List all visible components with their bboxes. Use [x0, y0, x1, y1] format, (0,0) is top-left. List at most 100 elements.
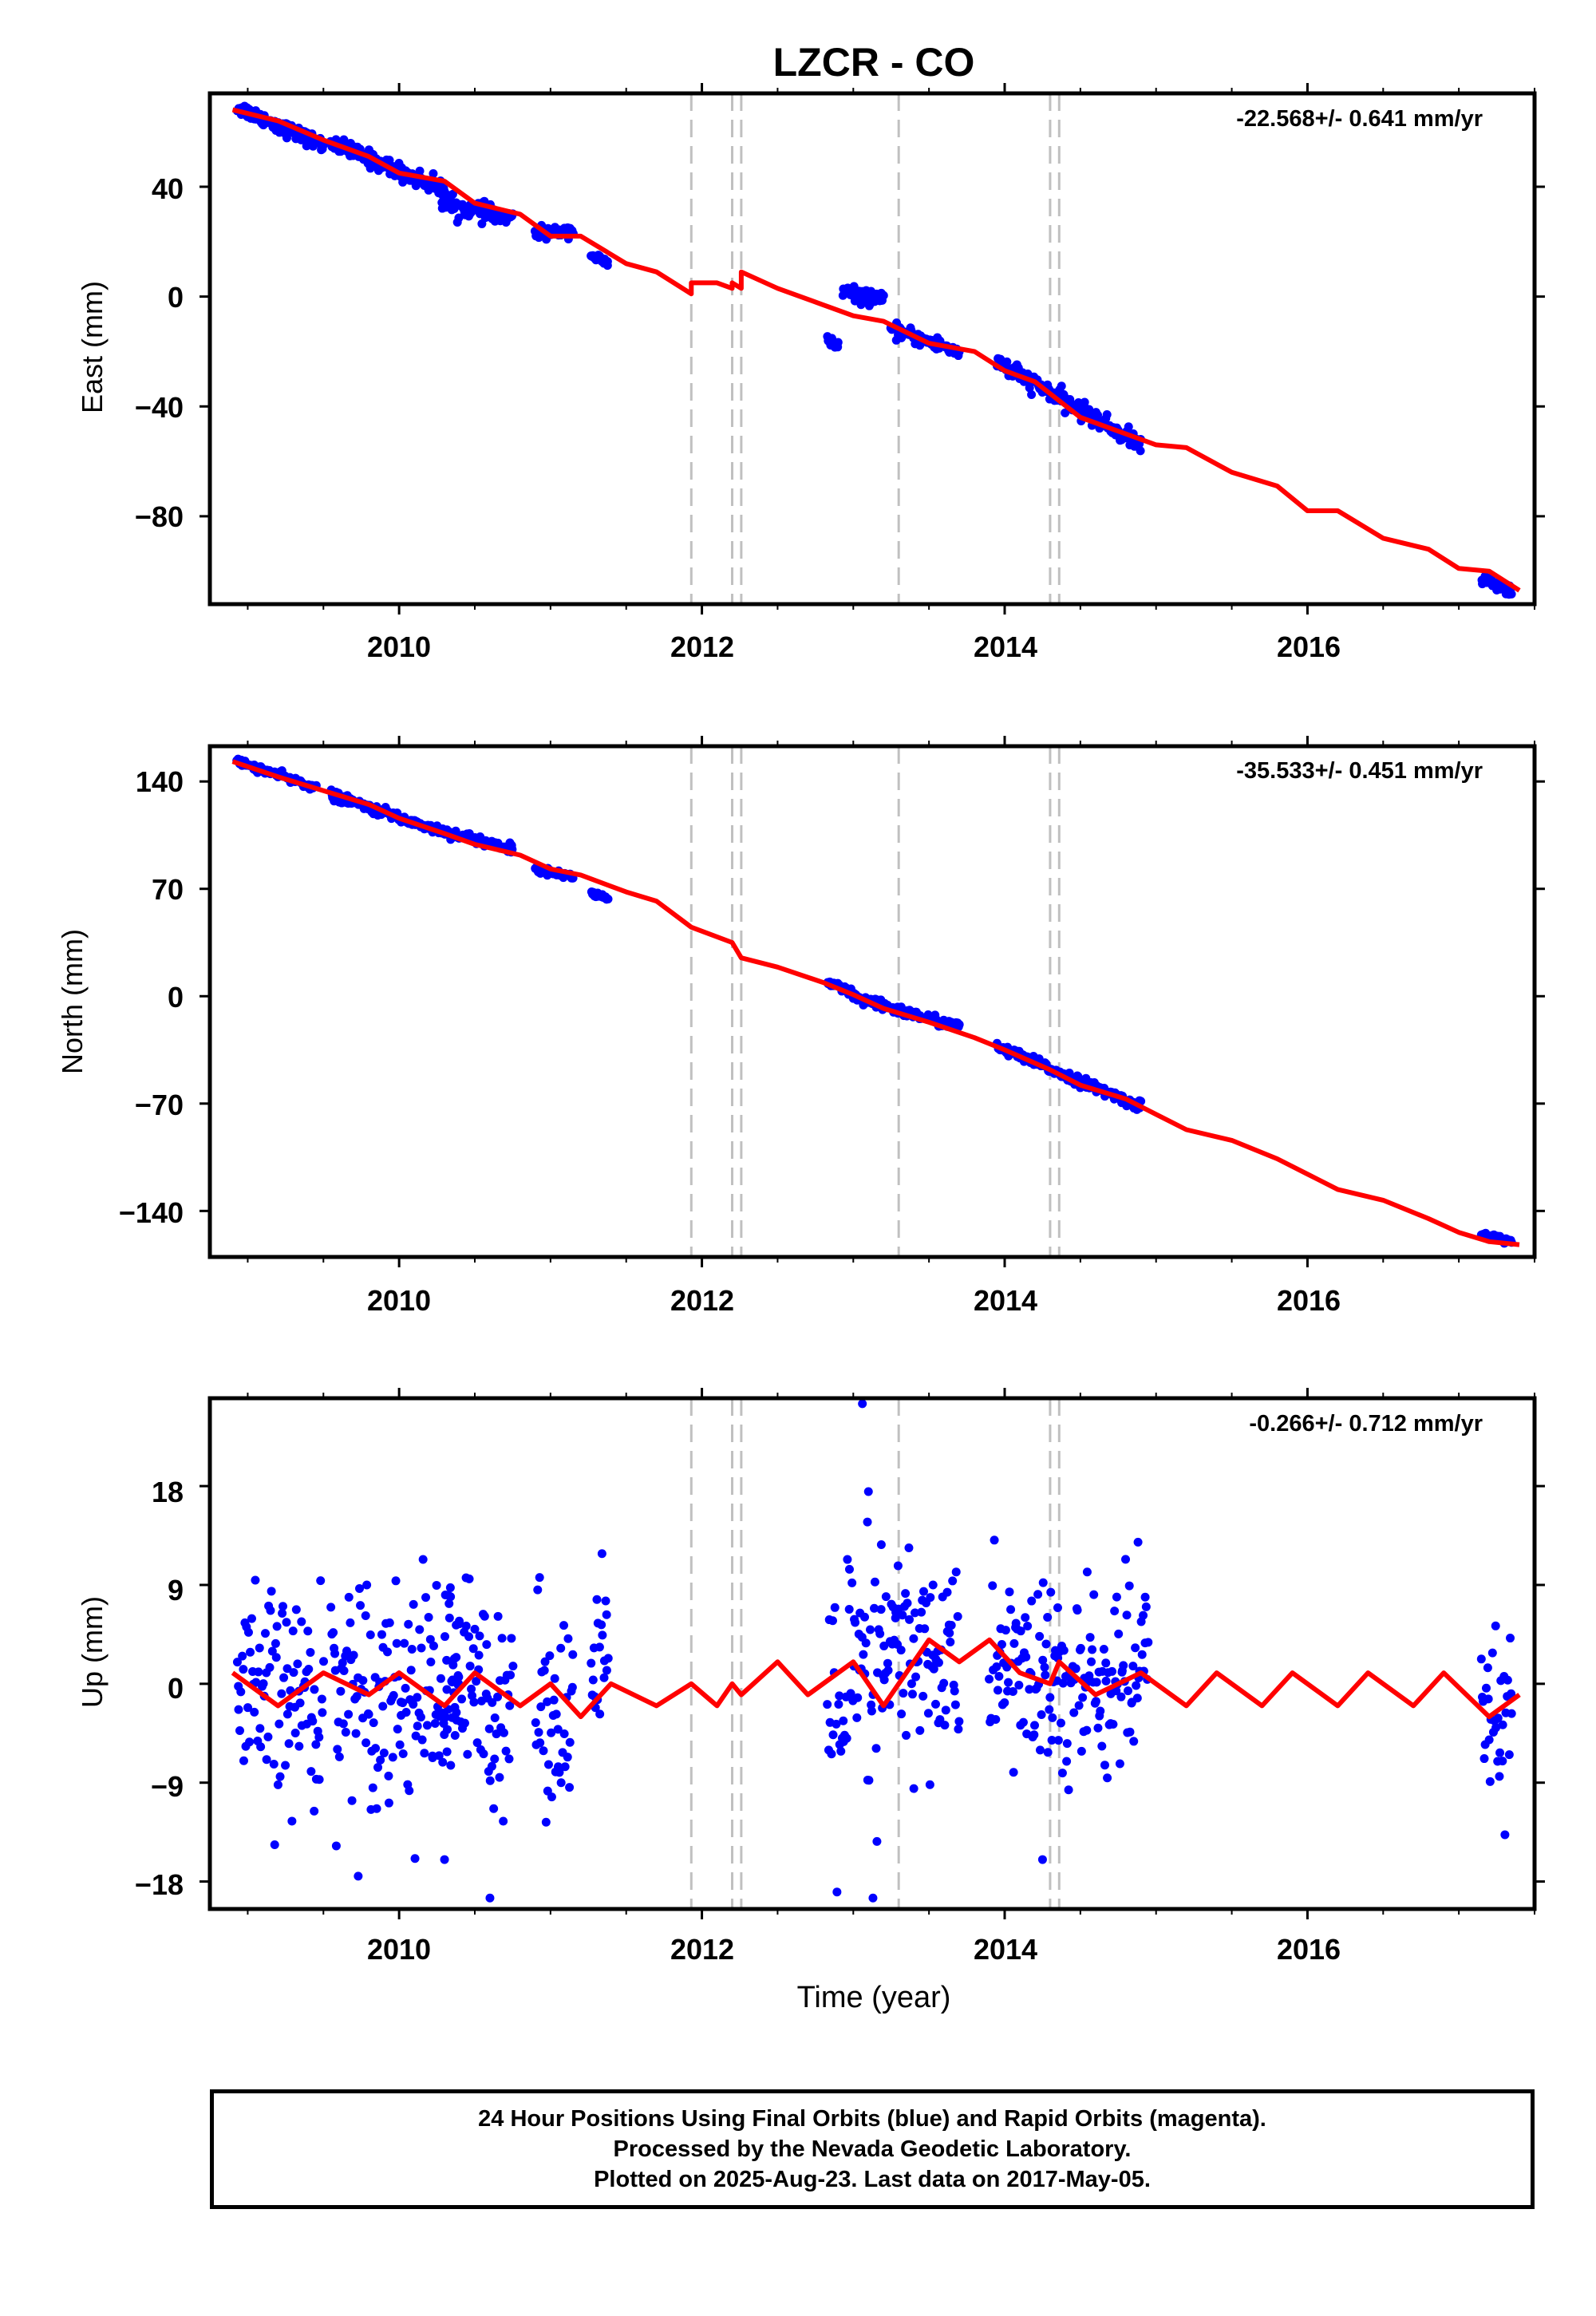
data-point	[595, 1642, 604, 1652]
data-point	[446, 1761, 456, 1770]
data-point	[1125, 1727, 1135, 1737]
data-point	[588, 1675, 598, 1685]
data-point	[266, 1606, 275, 1615]
data-point	[1029, 1730, 1039, 1740]
data-point	[930, 1699, 940, 1709]
data-point	[1085, 1633, 1095, 1642]
data-point	[893, 1561, 903, 1571]
data-point	[997, 1640, 1006, 1650]
data-point	[990, 1535, 999, 1545]
ytick-label: −140	[119, 1196, 184, 1229]
data-point	[1025, 1685, 1034, 1694]
tick-labels-x-north: 2010 2012 2014 2016	[367, 1284, 1341, 1317]
data-point	[1045, 1705, 1054, 1714]
data-point	[311, 1740, 321, 1749]
data-point	[454, 1672, 464, 1682]
data-point	[828, 1730, 838, 1740]
data-point	[245, 1737, 255, 1747]
data-point	[1487, 1648, 1497, 1658]
data-point	[1057, 1769, 1067, 1778]
data-point	[901, 1589, 911, 1599]
data-point	[1057, 381, 1066, 391]
data-point	[442, 1747, 452, 1757]
data-point	[1124, 1581, 1134, 1591]
data-point	[436, 1674, 445, 1683]
data-point	[506, 1670, 516, 1680]
tick-labels-y-up: 18 9 0 −9 −18	[135, 1476, 184, 1901]
data-point	[549, 1695, 559, 1705]
data-point	[1027, 1596, 1037, 1606]
data-point	[1103, 1773, 1112, 1783]
data-point	[950, 1686, 959, 1696]
data-point	[863, 1487, 873, 1496]
panel-east: East (mm) -22.568+/- 0.641 mm/yr 2010 20…	[76, 106, 1483, 663]
data-point	[1481, 1683, 1491, 1693]
rate-label-north: -35.533+/- 0.451 mm/yr	[1236, 758, 1483, 784]
data-point	[602, 1610, 611, 1619]
data-point	[440, 1713, 450, 1722]
data-point	[1504, 1750, 1514, 1760]
data-point	[539, 1746, 548, 1756]
data-point	[926, 1593, 935, 1603]
data-point	[1114, 1629, 1124, 1638]
data-point	[835, 1691, 844, 1701]
data-point	[1132, 1694, 1142, 1703]
data-point	[279, 1673, 289, 1682]
data-point	[547, 1728, 556, 1737]
data-point	[988, 1581, 998, 1591]
data-point	[1040, 1662, 1049, 1672]
data-point	[1069, 1708, 1079, 1717]
data-point	[383, 1647, 393, 1657]
data-point	[543, 1760, 553, 1769]
xtick-label: 2010	[367, 630, 431, 663]
data-point	[256, 1742, 266, 1752]
data-point	[858, 1399, 867, 1409]
data-point	[495, 1773, 504, 1782]
data-point	[543, 1697, 552, 1706]
data-point	[1084, 1671, 1094, 1681]
rate-label-east: -22.568+/- 0.641 mm/yr	[1236, 106, 1483, 132]
data-point	[479, 1749, 488, 1759]
data-point	[293, 1659, 302, 1669]
tick-labels-x-east: 2010 2012 2014 2016	[367, 630, 1341, 663]
data-point	[487, 1761, 496, 1771]
data-point	[316, 1576, 326, 1586]
data-point	[392, 1638, 401, 1648]
data-point	[467, 1684, 476, 1694]
data-point	[448, 1660, 458, 1670]
xtick-label: 2014	[974, 1933, 1037, 1966]
data-point	[1124, 1686, 1133, 1696]
data-point	[429, 169, 438, 179]
data-point	[411, 1731, 421, 1741]
data-point	[385, 156, 394, 165]
data-point	[310, 1806, 319, 1816]
data-point	[475, 1631, 484, 1641]
data-point	[488, 1697, 497, 1707]
data-point	[331, 1841, 341, 1851]
data-point	[303, 1626, 313, 1636]
data-point	[1018, 1717, 1028, 1727]
data-point	[377, 1630, 386, 1639]
data-point	[823, 1700, 832, 1709]
data-point	[879, 1675, 889, 1685]
data-point	[501, 1746, 511, 1756]
data-point	[870, 1577, 879, 1587]
data-point	[853, 1693, 863, 1702]
ytick-label: 9	[168, 1574, 184, 1607]
data-point	[531, 1717, 540, 1727]
data-point	[1033, 1590, 1043, 1599]
data-point	[1137, 1650, 1147, 1659]
data-point	[565, 1783, 575, 1792]
data-point	[1476, 1654, 1486, 1664]
data-point	[1087, 1657, 1096, 1666]
xtick-label: 2014	[974, 1284, 1037, 1317]
data-point	[499, 1816, 508, 1826]
data-point	[1062, 1739, 1072, 1749]
data-point	[445, 1583, 455, 1592]
data-point	[339, 1666, 349, 1676]
data-point	[401, 1708, 411, 1717]
data-point	[1035, 1631, 1045, 1641]
data-point	[450, 1731, 460, 1741]
data-point	[844, 1564, 854, 1574]
data-point	[508, 1662, 518, 1671]
